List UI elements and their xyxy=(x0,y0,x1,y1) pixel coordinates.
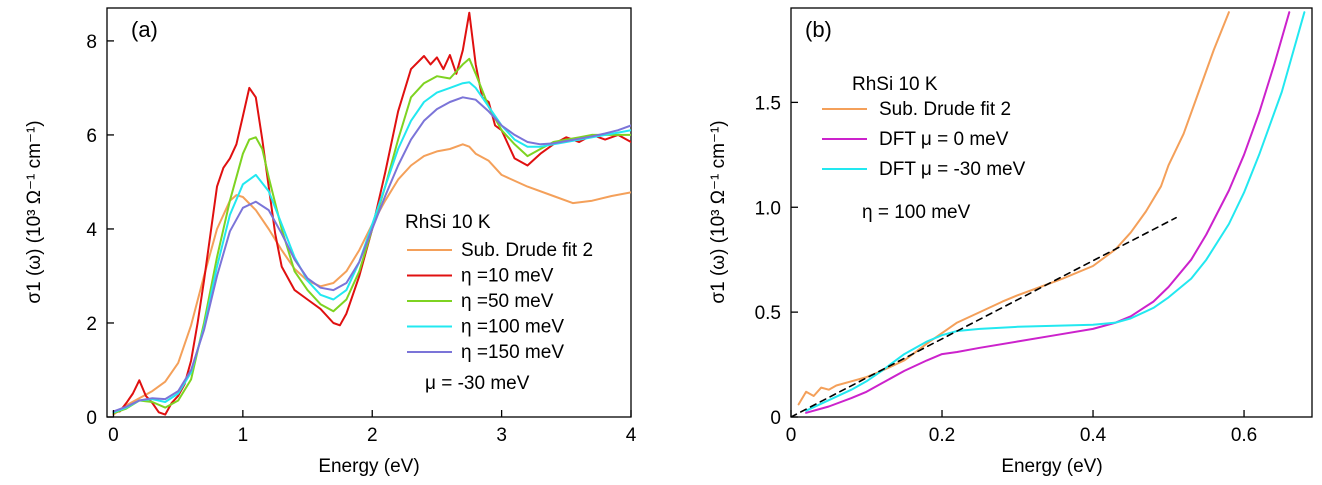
panel-b-legend-title: RhSi 10 K xyxy=(852,74,938,95)
panel-a-xtick-label: 3 xyxy=(496,425,507,446)
panel-a-series-group xyxy=(112,11,631,416)
panel-b-ticks: 0 0.2 0.4 0.6 0 0.5 1.0 1.5 xyxy=(755,93,1258,446)
panel-b-ylabel: σ1 (ω) (10³ Ω⁻¹ cm⁻¹) xyxy=(708,120,729,303)
panel-a-ytick-label: 6 xyxy=(86,126,97,147)
panel-b-series-line-3 xyxy=(791,216,1177,417)
panel-a-legend-label: η =50 meV xyxy=(461,291,554,312)
panel-a-ytick-label: 0 xyxy=(86,408,97,429)
panel-a: 0 1 2 3 4 0 2 4 6 8 (a) Energy (eV) σ1 (ω) (10³ Ω… xyxy=(24,7,637,477)
panel-a-legend-title: RhSi 10 K xyxy=(405,212,491,233)
panel-b-xtick-label: 0.2 xyxy=(929,425,955,446)
panel-b-plot-area xyxy=(791,11,1306,417)
panel-a-xlabel: Energy (eV) xyxy=(318,456,419,477)
panel-a-xtick-label: 1 xyxy=(238,425,249,446)
panel-b-legend: RhSi 10 K Sub. Drude fit 2 DFT μ = 0 meV D… xyxy=(822,74,1026,223)
panel-b-legend-label: DFT μ = 0 meV xyxy=(879,129,1009,150)
panel-a-plot-area xyxy=(112,11,631,416)
panel-a-frame xyxy=(106,7,632,418)
panel-b: 0 0.2 0.4 0.6 0 0.5 1.0 1.5 (b) Energy (eV) σ1 … xyxy=(708,7,1313,477)
panel-a-legend-label: η =100 meV xyxy=(461,317,564,338)
panel-b-series-group xyxy=(791,11,1306,417)
panel-b-xlabel: Energy (eV) xyxy=(1001,456,1102,477)
panel-a-series-line-2 xyxy=(112,57,631,415)
panel-a-legend-entries: Sub. Drude fit 2 η =10 meV η =50 meV η =100… xyxy=(407,240,593,363)
panel-b-ytick-label: 0 xyxy=(770,408,781,429)
panel-a-ytick-label: 8 xyxy=(86,32,97,53)
panel-a-ticks: 0 1 2 3 4 0 2 4 6 8 xyxy=(86,32,636,446)
panel-b-series-line-1 xyxy=(805,11,1291,414)
panel-b-xtick-label: 0 xyxy=(786,425,797,446)
panel-a-legend: RhSi 10 K Sub. Drude fit 2 η =10 meV η =50… xyxy=(405,212,593,394)
panel-a-xtick-label: 4 xyxy=(626,425,637,446)
panel-b-legend-entries: Sub. Drude fit 2 DFT μ = 0 meV DFT μ = -30… xyxy=(822,99,1026,180)
panel-b-legend-label: DFT μ = -30 meV xyxy=(879,159,1026,180)
panel-a-legend-label: η =10 meV xyxy=(461,266,554,287)
panel-a-series-line-4 xyxy=(112,96,631,413)
panel-b-legend-note: η = 100 meV xyxy=(862,202,971,223)
panel-a-series-line-0 xyxy=(112,143,631,416)
panel-b-ytick-label: 1.0 xyxy=(755,198,781,219)
panel-a-ylabel: σ1 (ω) (10³ Ω⁻¹ cm⁻¹) xyxy=(24,120,45,303)
panel-b-legend-label: Sub. Drude fit 2 xyxy=(879,99,1011,120)
panel-b-series-line-2 xyxy=(805,11,1306,412)
panel-a-tag: (a) xyxy=(131,17,158,42)
panel-a-ytick-label: 2 xyxy=(86,314,97,335)
panel-a-legend-label: Sub. Drude fit 2 xyxy=(461,240,593,261)
panel-b-xtick-label: 0.6 xyxy=(1231,425,1257,446)
panel-b-xtick-label: 0.4 xyxy=(1080,425,1107,446)
panel-b-frame xyxy=(790,7,1313,418)
panel-b-ytick-label: 1.5 xyxy=(755,93,781,114)
panel-b-tag: (b) xyxy=(805,17,832,42)
panel-a-xtick-label: 2 xyxy=(367,425,378,446)
panel-a-legend-note: μ = -30 meV xyxy=(425,373,530,394)
panel-a-legend-label: η =150 meV xyxy=(461,342,564,363)
panel-a-ytick-label: 4 xyxy=(86,220,97,241)
panel-b-ytick-label: 0.5 xyxy=(755,303,781,324)
panel-a-xtick-label: 0 xyxy=(108,425,119,446)
panel-b-series-line-0 xyxy=(797,11,1230,406)
